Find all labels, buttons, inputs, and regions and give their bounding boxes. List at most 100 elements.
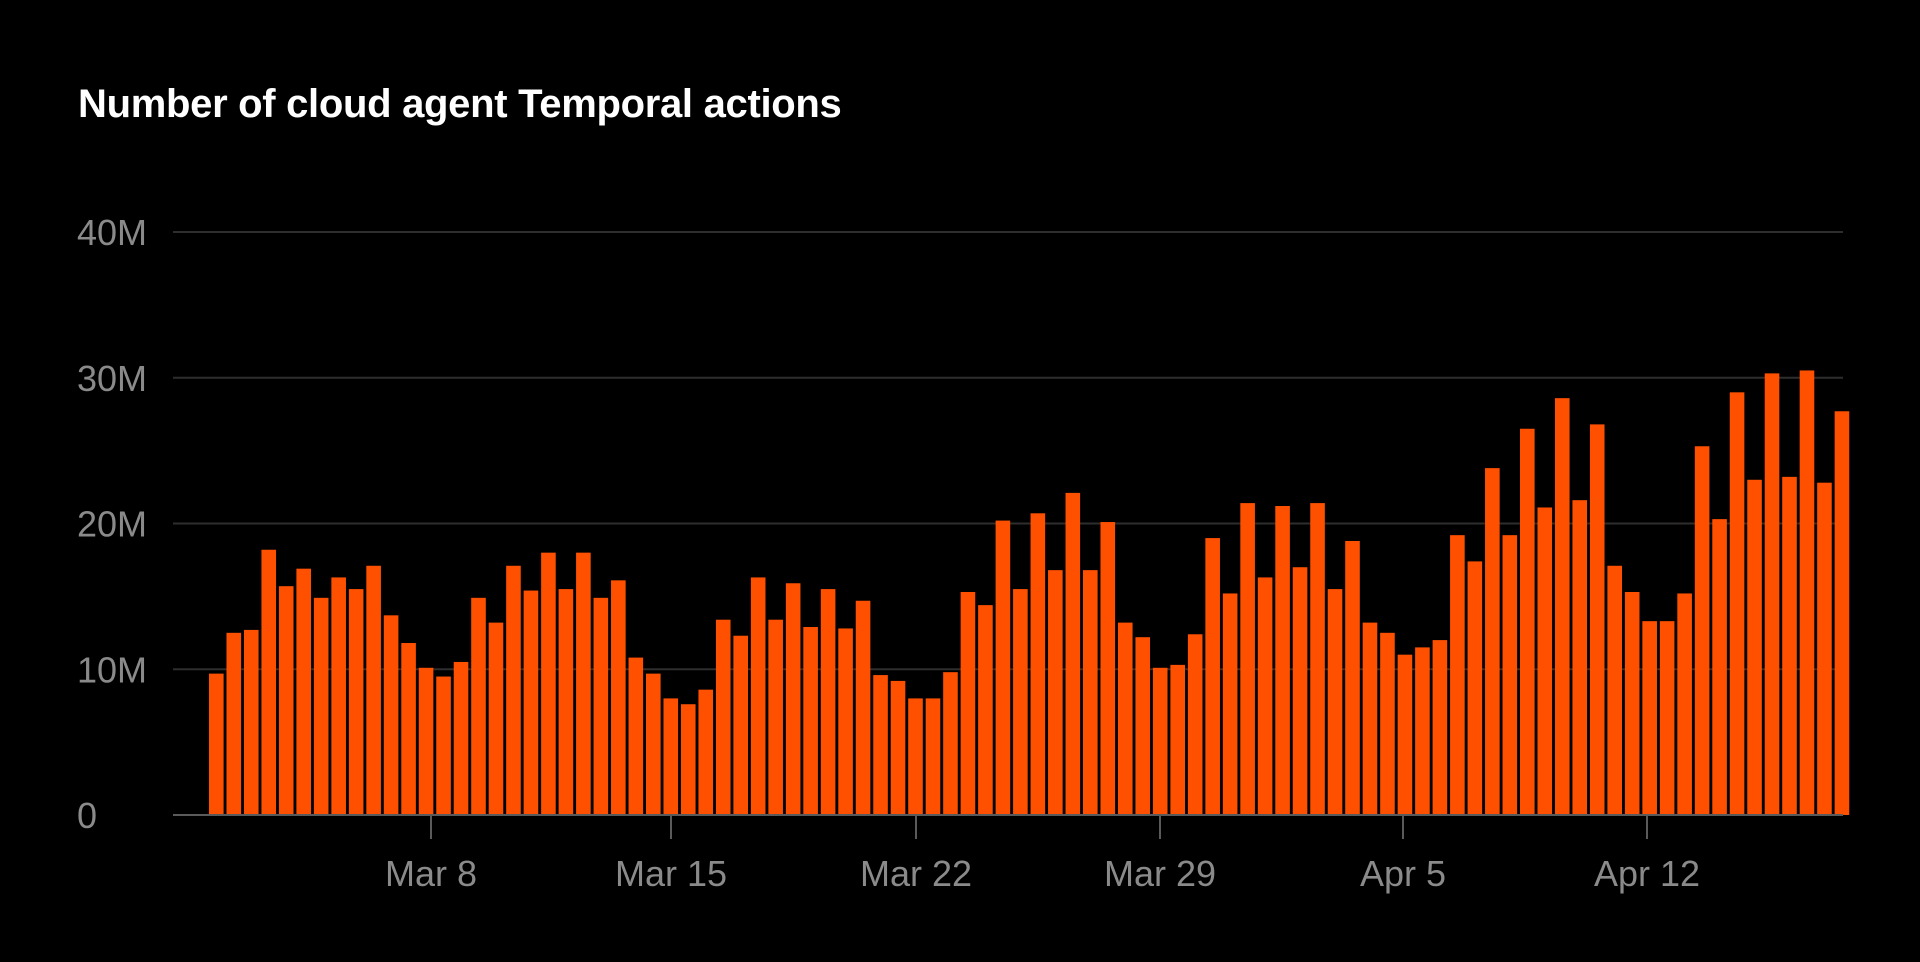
y-tick-label: 0	[77, 795, 97, 836]
bar	[890, 680, 906, 815]
bar	[1589, 424, 1605, 815]
bar	[1537, 507, 1553, 815]
bar	[1048, 570, 1063, 815]
bar	[698, 689, 714, 815]
bar	[873, 675, 888, 815]
bar	[1799, 370, 1815, 815]
bar	[1694, 446, 1710, 815]
bar	[558, 589, 574, 815]
bar	[366, 565, 381, 815]
bar	[680, 704, 696, 815]
x-tick-label: Mar 15	[615, 853, 727, 894]
bar	[1817, 482, 1832, 815]
bar	[1170, 664, 1185, 815]
x-tick-label: Mar 8	[385, 853, 477, 894]
bar	[803, 626, 818, 815]
bar	[1397, 654, 1413, 815]
bar	[785, 583, 801, 815]
bar	[261, 549, 277, 815]
bar	[960, 592, 976, 815]
bar	[1362, 622, 1378, 815]
bar	[611, 580, 626, 815]
bar	[1607, 565, 1622, 815]
bar	[1729, 392, 1745, 815]
bar	[663, 698, 679, 815]
bar	[1677, 593, 1692, 815]
bar	[628, 657, 644, 815]
bars	[209, 370, 1850, 815]
bar	[1083, 570, 1098, 815]
bar	[1554, 398, 1570, 815]
bar	[1030, 513, 1046, 815]
bar	[1240, 503, 1255, 815]
bar	[1834, 411, 1850, 815]
x-axis-tick-labels: Mar 8 Mar 15 Mar 22 Mar 29 Apr 5 Apr 12	[385, 853, 1700, 894]
bar	[1764, 373, 1780, 815]
bar	[383, 615, 399, 815]
bar	[1782, 476, 1797, 815]
bar	[541, 552, 556, 815]
bar	[995, 520, 1011, 815]
bar	[436, 676, 451, 815]
bar	[331, 577, 346, 815]
bar	[401, 643, 416, 815]
bar	[243, 629, 259, 815]
bar	[1467, 561, 1483, 815]
bar	[488, 622, 504, 815]
bar	[768, 619, 783, 815]
bar	[855, 600, 871, 815]
bar	[1187, 634, 1203, 815]
bar	[313, 597, 329, 815]
y-tick-label: 20M	[77, 504, 147, 545]
bar	[1520, 428, 1535, 815]
bar	[925, 698, 941, 815]
bar	[1624, 592, 1640, 815]
y-tick-label: 40M	[77, 212, 147, 253]
bar	[750, 577, 766, 815]
y-axis-tick-labels: 0 10M 20M 30M 40M	[77, 212, 147, 836]
bar	[418, 667, 434, 815]
bar	[1415, 647, 1430, 815]
bar	[1380, 632, 1395, 815]
x-tick-label: Apr 5	[1360, 853, 1446, 894]
bar	[1432, 640, 1448, 815]
bar	[1135, 637, 1151, 815]
bar	[576, 552, 591, 815]
bar	[908, 698, 923, 815]
bar	[278, 586, 294, 815]
bar	[1747, 479, 1762, 815]
bar	[1257, 577, 1273, 815]
bar	[1117, 622, 1133, 815]
bar	[471, 597, 486, 815]
bar	[1013, 589, 1028, 815]
bar	[646, 673, 661, 815]
bar	[1065, 492, 1081, 815]
bar	[820, 589, 836, 815]
bar	[593, 597, 609, 815]
bar	[1642, 621, 1657, 815]
chart-title: Number of cloud agent Temporal actions	[78, 82, 842, 126]
bar	[1327, 589, 1343, 815]
bar	[1712, 519, 1727, 815]
bar	[506, 565, 521, 815]
bar	[1152, 667, 1168, 815]
bar	[1205, 538, 1220, 815]
bar	[1659, 621, 1675, 815]
bar	[838, 628, 853, 815]
x-axis-ticks	[430, 815, 1648, 839]
bar	[348, 589, 364, 815]
x-tick-label: Mar 22	[860, 853, 972, 894]
bar	[226, 632, 242, 815]
bar	[943, 672, 958, 815]
bar	[1310, 503, 1325, 815]
y-tick-label: 30M	[77, 358, 147, 399]
bar	[1502, 535, 1518, 815]
bar	[209, 673, 224, 815]
bar	[523, 590, 539, 815]
bar	[715, 619, 731, 815]
x-tick-label: Mar 29	[1104, 853, 1216, 894]
bar	[978, 605, 993, 815]
bar	[1100, 522, 1116, 815]
bar	[1345, 540, 1360, 815]
